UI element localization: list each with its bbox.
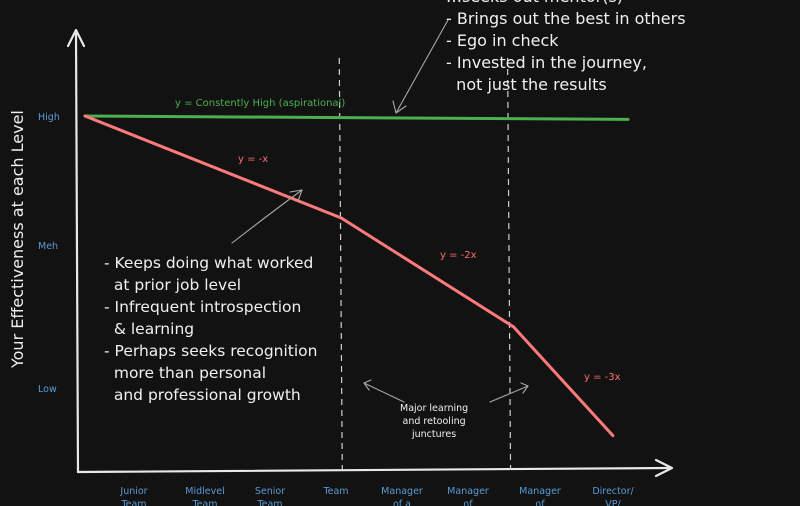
series-line-4 [511, 325, 615, 438]
tick-labels: High Meh Low Junior Team Midlevel Team Senior Te… [38, 112, 634, 506]
arrow-to-red-line-head [289, 189, 303, 202]
arrow-to-red-line [231, 189, 303, 244]
left-annotation: - Keeps doing what worked at prior job l… [104, 254, 318, 404]
x-axis-line [76, 466, 670, 474]
line-label-2: y = -2x [440, 250, 477, 261]
x-tick-label: Senior [255, 486, 285, 497]
y-tick-label: High [38, 112, 60, 123]
y-tick-label: Meh [38, 241, 58, 252]
arrow-to-left-guide-head [363, 379, 372, 391]
x-tick-label: Team [120, 499, 146, 506]
dashed-guide-1 [338, 57, 343, 471]
annotation-arrows [231, 19, 529, 403]
junctures-annotation: Major learning and retooling junctures [400, 403, 469, 440]
line-labels: y = Constently High (aspirational) y = -x… [175, 98, 621, 383]
y-tick-label: Low [38, 384, 57, 395]
x-tick-label: Director/ [592, 486, 634, 497]
x-tick-label: of [463, 499, 473, 506]
x-tick-label: VP/ [605, 499, 621, 506]
line-label-3: y = -3x [584, 372, 621, 383]
y-axis-line [74, 32, 80, 474]
x-tick-label: Midlevel [185, 486, 224, 497]
x-tick-label: Team [322, 486, 348, 497]
green-line-label: y = Constently High (aspirational) [175, 98, 345, 109]
arrow-to-right-guide-head [520, 382, 529, 394]
dashed-guides [338, 57, 512, 471]
top-annotation: …seeks out mentor(s) - Brings out the be… [446, 0, 686, 94]
y-axis-arrowhead [66, 28, 86, 48]
x-tick-label: Manager [519, 486, 561, 497]
arrow-to-green-line-head [392, 100, 407, 114]
series-lines [83, 114, 630, 438]
arrow-to-green-line [395, 19, 449, 114]
arrow-to-left-guide [363, 382, 405, 403]
line-label-1: y = -x [238, 154, 268, 165]
x-tick-label: Manager [447, 486, 489, 497]
x-tick-label: Junior [119, 486, 147, 497]
x-tick-label: of [535, 499, 545, 506]
x-tick-label: Team [191, 499, 217, 506]
series-line-3 [339, 216, 515, 329]
series-line-1 [83, 114, 630, 121]
axes [66, 28, 674, 478]
x-tick-label: of a [393, 499, 411, 506]
x-tick-label: Team [256, 499, 282, 506]
dashed-guide-2 [506, 57, 512, 471]
x-axis-arrowhead [654, 458, 674, 478]
arrow-to-right-guide [489, 385, 529, 403]
series-line-2 [83, 114, 343, 220]
y-axis-label: Your Effectiveness at each Level [8, 110, 27, 368]
x-tick-label: Manager [381, 486, 423, 497]
